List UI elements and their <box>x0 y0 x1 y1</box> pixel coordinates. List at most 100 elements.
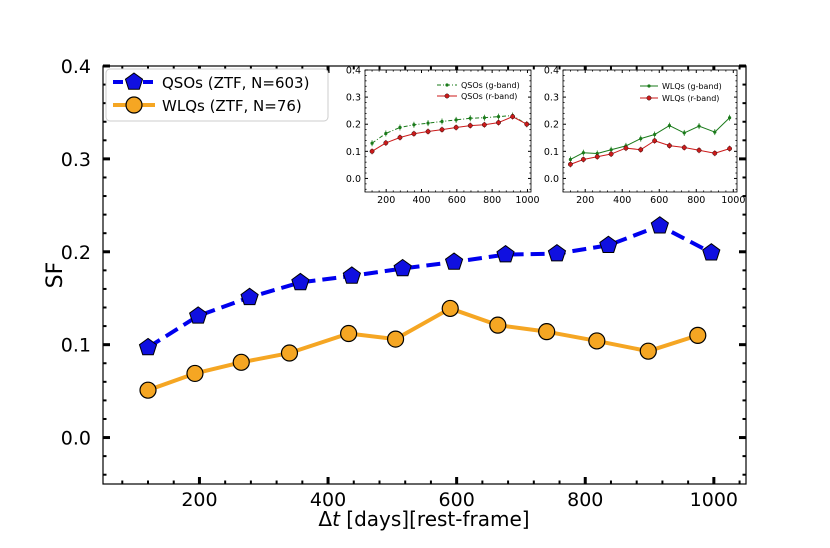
inset-qso-xtick-label: 400 <box>412 195 430 206</box>
inset-wlq-point-g <box>697 124 701 128</box>
inset-qso-point-r <box>369 148 375 154</box>
inset-qso-ytick-label: 0.3 <box>346 93 361 104</box>
inset-qso-point-r <box>397 135 403 140</box>
main-x-axis-label: Δt [days][rest-frame] <box>318 507 529 531</box>
inset-qso-series-layer <box>369 112 530 155</box>
inset-qso-xtick-label: 800 <box>483 195 501 206</box>
wlq-point <box>689 326 707 344</box>
main-xtick-label: 200 <box>181 489 217 511</box>
inset-wlq-point-r <box>727 146 732 152</box>
inset-wlq-point-r <box>623 145 629 151</box>
inset-qso-xtick-label: 200 <box>377 195 395 206</box>
qso-point <box>189 306 208 324</box>
inset-wlq-point-r <box>696 147 702 153</box>
inset-qso-point-r <box>467 123 473 128</box>
main-series-layer <box>138 216 721 399</box>
qso-point <box>547 244 567 262</box>
inset-qso-point-g <box>384 131 388 136</box>
wlq-point <box>489 316 507 334</box>
inset-wlq-legend-marker-g <box>647 84 651 88</box>
qso-point <box>444 252 464 270</box>
main-ytick-label: 0.3 <box>61 149 91 171</box>
wlq-point <box>386 330 405 348</box>
main-xtick-label: 800 <box>567 489 603 511</box>
inset-wlq-axis-ticks: 200 400 600 800 1000 0.0 0.1 0.2 0.3 0.4 <box>544 66 746 207</box>
inset-qso-point-g <box>426 121 430 125</box>
inset-wlq-xtick-label: 600 <box>650 195 668 206</box>
inset-wlq-point-r <box>580 157 586 162</box>
main-axis-ticks <box>103 64 746 484</box>
inset-wlq-series-line-0 <box>570 117 730 160</box>
inset-qso-point-g <box>454 118 458 122</box>
inset-qso-point-g <box>398 125 402 130</box>
main-ytick-label: 0.0 <box>61 428 91 450</box>
inset-wlq-point-r <box>638 147 644 153</box>
inset-qso-xtick-label: 1000 <box>515 195 539 206</box>
inset-wlq-xtick-label: 200 <box>576 195 594 206</box>
inset-wlq-legend: WLQs (g-band) WLQs (r-band) <box>640 82 722 103</box>
inset-wlq-legend-label-r: WLQs (r-band) <box>662 94 719 103</box>
inset-qso-point-r <box>453 125 459 130</box>
inset-wlq-series-layer <box>568 114 732 168</box>
legend-marker-qso <box>124 72 144 90</box>
wlq-point <box>186 364 204 383</box>
main-xtick-label: 400 <box>310 489 346 511</box>
inset-qso-point-g <box>370 141 374 145</box>
inset-wlq-point-r <box>667 143 672 149</box>
inset-qso-point-r <box>411 131 417 137</box>
inset-wlq-ytick-label: 0.3 <box>544 93 559 104</box>
inset-wlq-ytick-label: 0.4 <box>544 66 559 77</box>
inset-qso-legend: QSOs (g-band) QSOs (r-band) <box>437 81 520 101</box>
inset-wlq-point-g <box>595 151 599 156</box>
qso-point <box>342 266 361 284</box>
inset-wlq-point-g <box>639 136 643 141</box>
qso-point <box>496 244 515 263</box>
qso-point <box>650 216 669 234</box>
legend-marker-wlq <box>125 96 143 114</box>
legend-label-qso: QSOs (ZTF, N=603) <box>162 74 309 92</box>
inset-qso-ytick-label: 0.2 <box>346 120 361 131</box>
inset-wlq-xtick-label: 1000 <box>721 195 745 206</box>
inset-qso-point-r <box>383 140 389 146</box>
qso-point <box>240 287 259 306</box>
inset-qso-point-g <box>412 123 416 127</box>
wlq-point <box>538 323 556 341</box>
wlq-point <box>280 344 299 362</box>
inset-wlq-point-r <box>681 145 687 150</box>
qso-point <box>702 243 721 261</box>
inset-qso-series-line-0 <box>371 115 528 144</box>
inset-qso-ytick-label: 0.4 <box>346 66 361 77</box>
inset-wlq-point-g <box>609 148 613 152</box>
main-ytick-label: 0.4 <box>61 56 91 78</box>
main-ytick-label: 0.2 <box>61 242 91 264</box>
inset-wlq-point-g <box>581 151 585 155</box>
inset-wlq-point-r <box>594 154 600 160</box>
inset-qso-point-r <box>510 114 516 120</box>
inset-qso-point-r <box>524 121 530 127</box>
inset-qso-point-g <box>482 116 486 120</box>
inset-wlq-plot: 200 400 600 800 1000 0.0 0.1 0.2 0.3 0.4 WLQs (g-… <box>544 66 746 207</box>
inset-wlq-xtick-label: 400 <box>613 195 631 206</box>
main-xtick-label: 600 <box>439 489 475 511</box>
inset-qso-legend-label-r: QSOs (r-band) <box>461 92 517 101</box>
inset-wlq-ytick-label: 0.2 <box>544 120 559 131</box>
inset-qso-point-g <box>496 115 501 119</box>
qso-point <box>599 235 618 254</box>
inset-wlq-point-g <box>667 123 672 128</box>
inset-qso-series-line-1 <box>371 116 527 152</box>
main-y-axis-label: SF <box>43 262 68 289</box>
inset-wlq-point-r <box>652 138 658 144</box>
inset-qso-legend-label-g: QSOs (g-band) <box>461 81 520 90</box>
qso-point <box>138 337 158 356</box>
inset-qso-legend-marker-g <box>445 83 449 87</box>
inset-wlq-ytick-label: 0.0 <box>544 174 559 185</box>
wlq-point <box>588 332 606 350</box>
legend-label-wlq: WLQs (ZTF, N=76) <box>162 97 302 115</box>
main-legend: QSOs (ZTF, N=603) WLQs (ZTF, N=76) <box>105 68 329 122</box>
inset-qso-ytick-label: 0.1 <box>346 147 361 158</box>
main-axis-tick-labels: 200 400 600 800 1000 0.0 0.1 0.2 0.3 0.4 <box>61 56 738 511</box>
inset-wlq-legend-label-g: WLQs (g-band) <box>662 82 722 91</box>
wlq-point <box>232 353 250 371</box>
main-xtick-label: 1000 <box>690 489 738 511</box>
